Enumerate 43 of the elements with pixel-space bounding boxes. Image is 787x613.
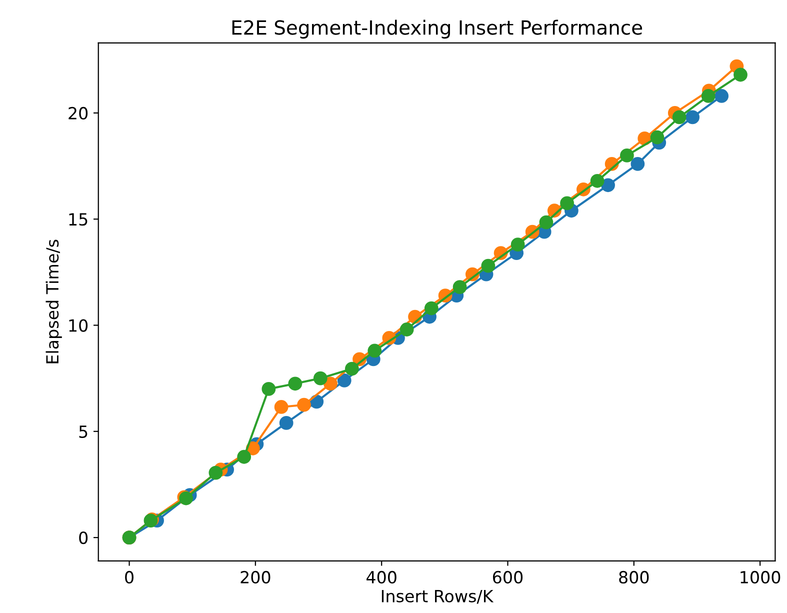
point [324, 376, 338, 391]
point [560, 196, 574, 210]
x-tick-label: 600 [493, 570, 523, 584]
point [714, 89, 729, 103]
point [510, 238, 525, 252]
x-axis-title: Insert Rows/K [382, 590, 494, 604]
point [701, 89, 716, 103]
x-tick-label: 200 [240, 570, 270, 584]
point [274, 400, 288, 414]
point [424, 301, 438, 316]
y-tick-label: 5 [79, 426, 88, 438]
x-tick-label: 0 [125, 570, 134, 584]
chart-title: E2E Segment-Indexing Insert Performance [232, 20, 642, 39]
point [601, 178, 615, 192]
point [262, 382, 276, 396]
point [400, 322, 414, 336]
point [650, 130, 664, 144]
point [368, 344, 382, 358]
point [337, 374, 352, 388]
x-tick-label: 400 [366, 570, 396, 584]
point [208, 466, 223, 480]
x-tick-label: 1000 [740, 570, 780, 584]
point [630, 156, 645, 171]
y-tick-label: 10 [69, 319, 88, 332]
point [452, 280, 467, 294]
point [481, 258, 496, 273]
point [237, 450, 252, 464]
point [297, 398, 311, 412]
point [279, 416, 294, 430]
point [539, 215, 554, 230]
y-tick-label: 20 [68, 106, 88, 120]
point [672, 110, 686, 124]
point [686, 110, 700, 124]
y-tick-label: 15 [69, 213, 88, 226]
point [345, 362, 359, 376]
y-tick-label: 0 [79, 532, 88, 544]
y-axis-title: Elapsed Time/s [46, 240, 62, 364]
point [313, 371, 328, 386]
point [590, 174, 604, 188]
point [620, 148, 634, 162]
x-tick-label: 800 [619, 570, 649, 584]
point [288, 376, 302, 391]
point [734, 68, 748, 82]
